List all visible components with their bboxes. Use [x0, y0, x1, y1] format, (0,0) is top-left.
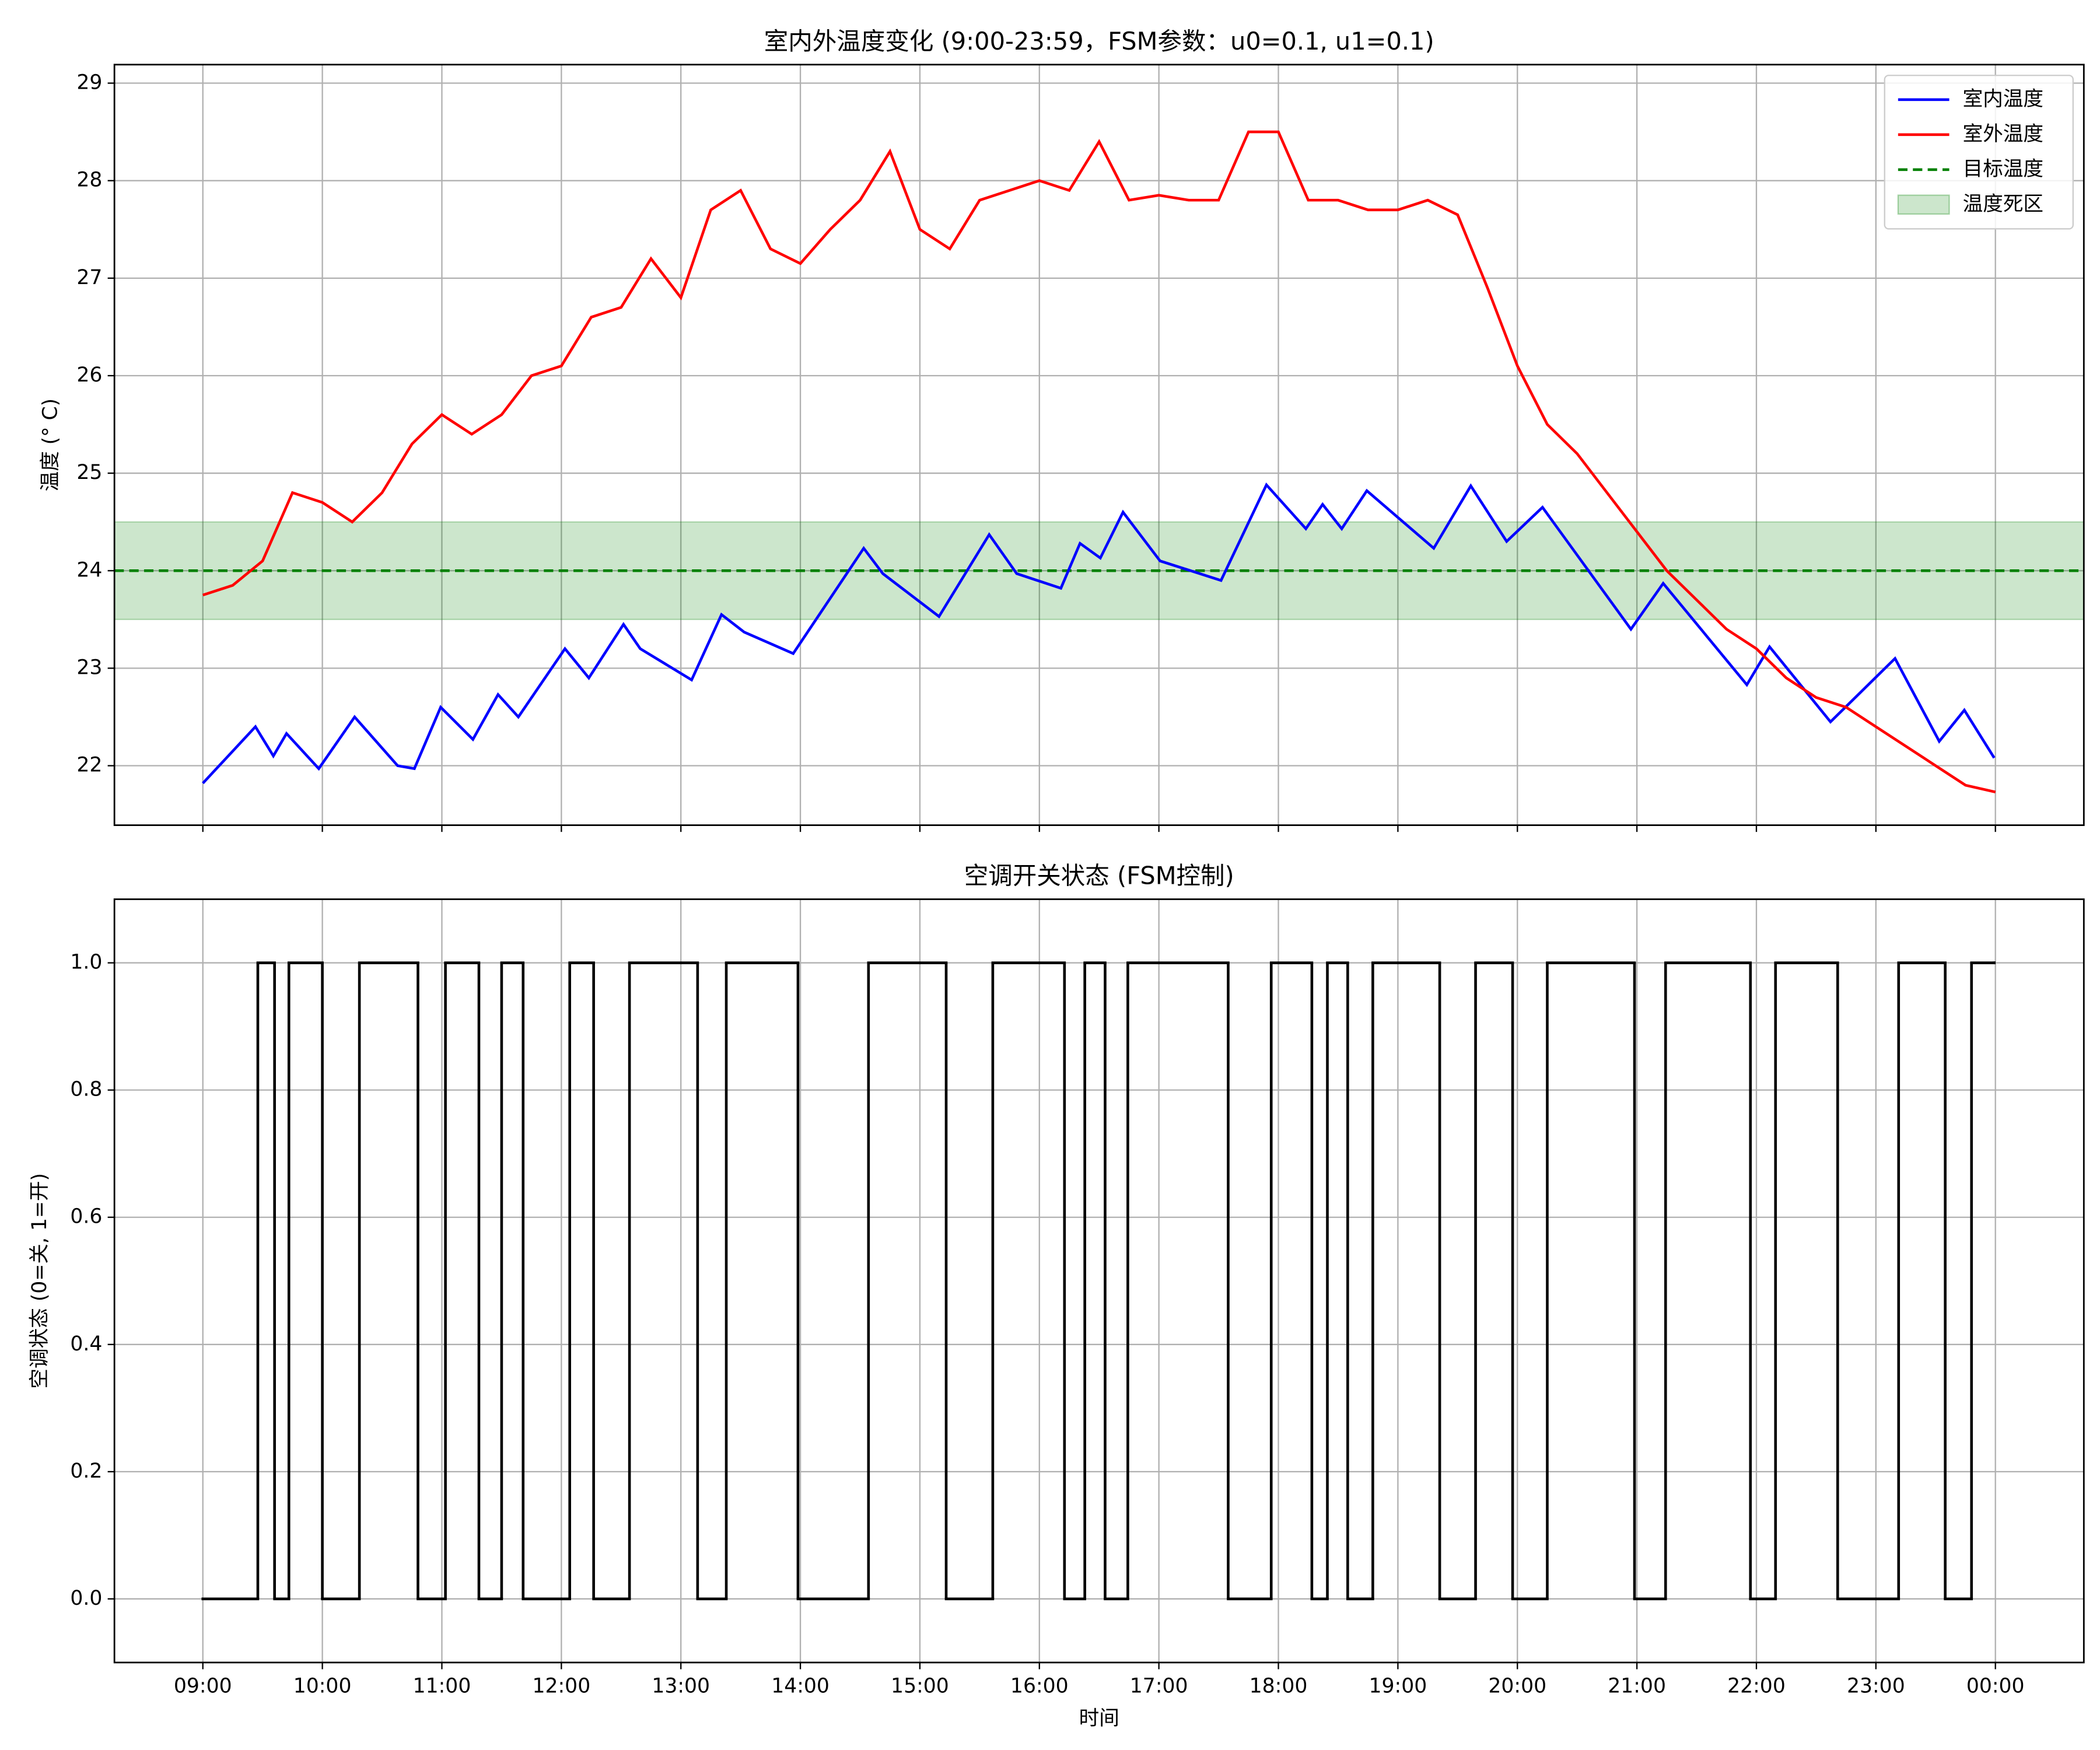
y-tick-label: 27: [76, 266, 102, 289]
x-tick-label: 11:00: [413, 1675, 471, 1698]
axes: 空调开关状态 (FSM控制) 空调状态 (0=关, 1=开) 时间 09:00 10:0…: [28, 862, 2085, 1730]
x-tick-label: 18:00: [1250, 1675, 1308, 1698]
axes: 室内外温度变化 (9:00-23:59，FSM参数：u0=0.1, u1=0.1…: [39, 27, 2085, 832]
y-tick-label: 1.0: [70, 951, 102, 974]
x-tick-label: 00:00: [1966, 1675, 2025, 1698]
y-tick-label: 0.6: [70, 1205, 102, 1228]
legend-label: 室内温度: [1963, 88, 2043, 111]
x-tick-label: 20:00: [1488, 1675, 1546, 1698]
data-line: [202, 482, 1996, 785]
x-tick-label: 15:00: [891, 1675, 949, 1698]
x-tick-label: 14:00: [771, 1675, 830, 1698]
axes-frame: [113, 64, 2085, 826]
y-tick-label: 0.0: [70, 1587, 102, 1610]
axes-frame: [113, 898, 2085, 1664]
y-tick-label: 25: [76, 461, 102, 484]
x-tick-label: 16:00: [1010, 1675, 1069, 1698]
x-tick-label: 17:00: [1130, 1675, 1188, 1698]
y-tick-label: 23: [76, 656, 102, 679]
x-tick-label: 23:00: [1847, 1675, 1905, 1698]
y-tick-label: 22: [76, 754, 102, 777]
x-tick-label: 09:00: [174, 1675, 232, 1698]
y-tick-label: 29: [76, 71, 102, 94]
y-tick-label: 24: [76, 558, 102, 582]
y-tick-label: 0.8: [70, 1078, 102, 1101]
legend-box: [1884, 75, 2074, 230]
y-axis-label: 温度 (° C): [39, 398, 62, 492]
y-axis-label: 空调状态 (0=关, 1=开): [28, 1173, 51, 1389]
x-tick-label: 21:00: [1608, 1675, 1666, 1698]
chart-title: 室内外温度变化 (9:00-23:59，FSM参数：u0=0.1, u1=0.1…: [764, 27, 1434, 55]
y-tick-label: 26: [76, 363, 102, 387]
x-tick-label: 22:00: [1727, 1675, 1786, 1698]
chart-title: 空调开关状态 (FSM控制): [964, 862, 1234, 890]
x-tick-label: 19:00: [1369, 1675, 1427, 1698]
data-line: [202, 130, 1996, 794]
y-tick-label: 0.2: [70, 1460, 102, 1483]
legend-label: 温度死区: [1963, 192, 2043, 216]
y-tick-label: 0.4: [70, 1332, 102, 1356]
legend-swatch: [1897, 194, 1950, 215]
legend-label: 目标温度: [1963, 158, 2043, 181]
x-tick-label: 12:00: [532, 1675, 590, 1698]
x-tick-label: 10:00: [293, 1675, 352, 1698]
x-tick-label: 13:00: [652, 1675, 710, 1698]
y-tick-label: 28: [76, 169, 102, 192]
x-axis-label: 时间: [1079, 1707, 1119, 1730]
legend-label: 室外温度: [1963, 123, 2043, 146]
